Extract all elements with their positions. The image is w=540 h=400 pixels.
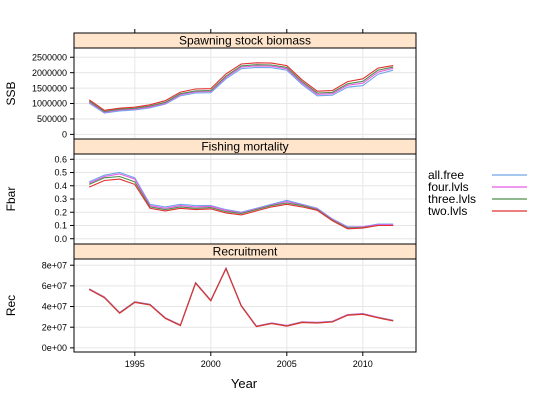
y-tick-label: 1000000 [32,99,67,109]
legend-label: four.lvls [428,180,469,194]
legend-label: three.lvls [428,192,476,206]
panel-strip [73,243,417,260]
panel-title: Spawning stock biomass [179,34,311,48]
x-tick-label: 2000 [201,359,221,369]
series-line-all-free [88,66,394,114]
y-tick-label: 6e+07 [42,281,67,291]
y-tick-label: 0 [62,130,67,140]
series-line-two-lvls [88,267,394,328]
x-axis-label: Year [231,376,258,391]
legend-label: two.lvls [428,204,467,218]
y-tick-label: 0.4 [54,181,67,191]
x-tick-label: 2010 [353,359,373,369]
series-line-four-lvls [88,173,394,229]
panel-title: Recruitment [213,245,278,259]
y-tick-label: 0.0 [54,234,67,244]
series-line-three-lvls [88,64,394,112]
y-tick-label: 2500000 [32,52,67,62]
y-tick-label: 0.3 [54,194,67,204]
y-tick-label: 1500000 [32,83,67,93]
panels: Spawning stock biomass 0 500000 1000000 1500… [4,32,417,353]
series-line-all-free [88,171,394,228]
y-tick-label: 0.6 [54,154,67,164]
legend-label: all.free [428,168,464,182]
y-tick-label: 2000000 [32,68,67,78]
y-tick-label: 2e+07 [42,322,67,332]
series-line-four-lvls [88,65,394,113]
y-axis-label: Rec [4,295,18,316]
series-line-two-lvls [88,62,394,111]
series-line-two-lvls [88,178,394,230]
panel-strip [73,32,417,49]
y-tick-label: 0.2 [54,207,67,217]
y-axis-label: Fbar [4,187,18,212]
x-tick-label: 1995 [125,359,145,369]
x-axis: 1995 2000 2005 2010 [125,29,373,369]
series-line-three-lvls [88,175,394,229]
y-tick-label: 4e+07 [42,302,67,312]
panel-rec: Recruitment 0e+00 2e+07 4e+07 6e+07 8e+07 Rec [4,243,417,353]
y-tick-label: 0.5 [54,168,67,178]
panel-title: Fishing mortality [201,140,288,154]
plot-area [74,48,416,139]
y-tick-label: 8e+07 [42,260,67,270]
y-tick-label: 0e+00 [42,343,67,353]
y-tick-label: 500000 [37,114,67,124]
panel-fbar: Fishing mortality 0.0 0.1 0.2 0.3 0.4 0.5 0.6 Fb… [4,138,417,245]
x-tick-label: 2005 [277,359,297,369]
panel-ssb: Spawning stock biomass 0 500000 1000000 1500… [4,32,417,140]
y-axis-label: SSB [4,81,18,105]
y-tick-label: 0.1 [54,221,67,231]
plot-area [74,259,416,352]
panel-strip [73,138,417,155]
